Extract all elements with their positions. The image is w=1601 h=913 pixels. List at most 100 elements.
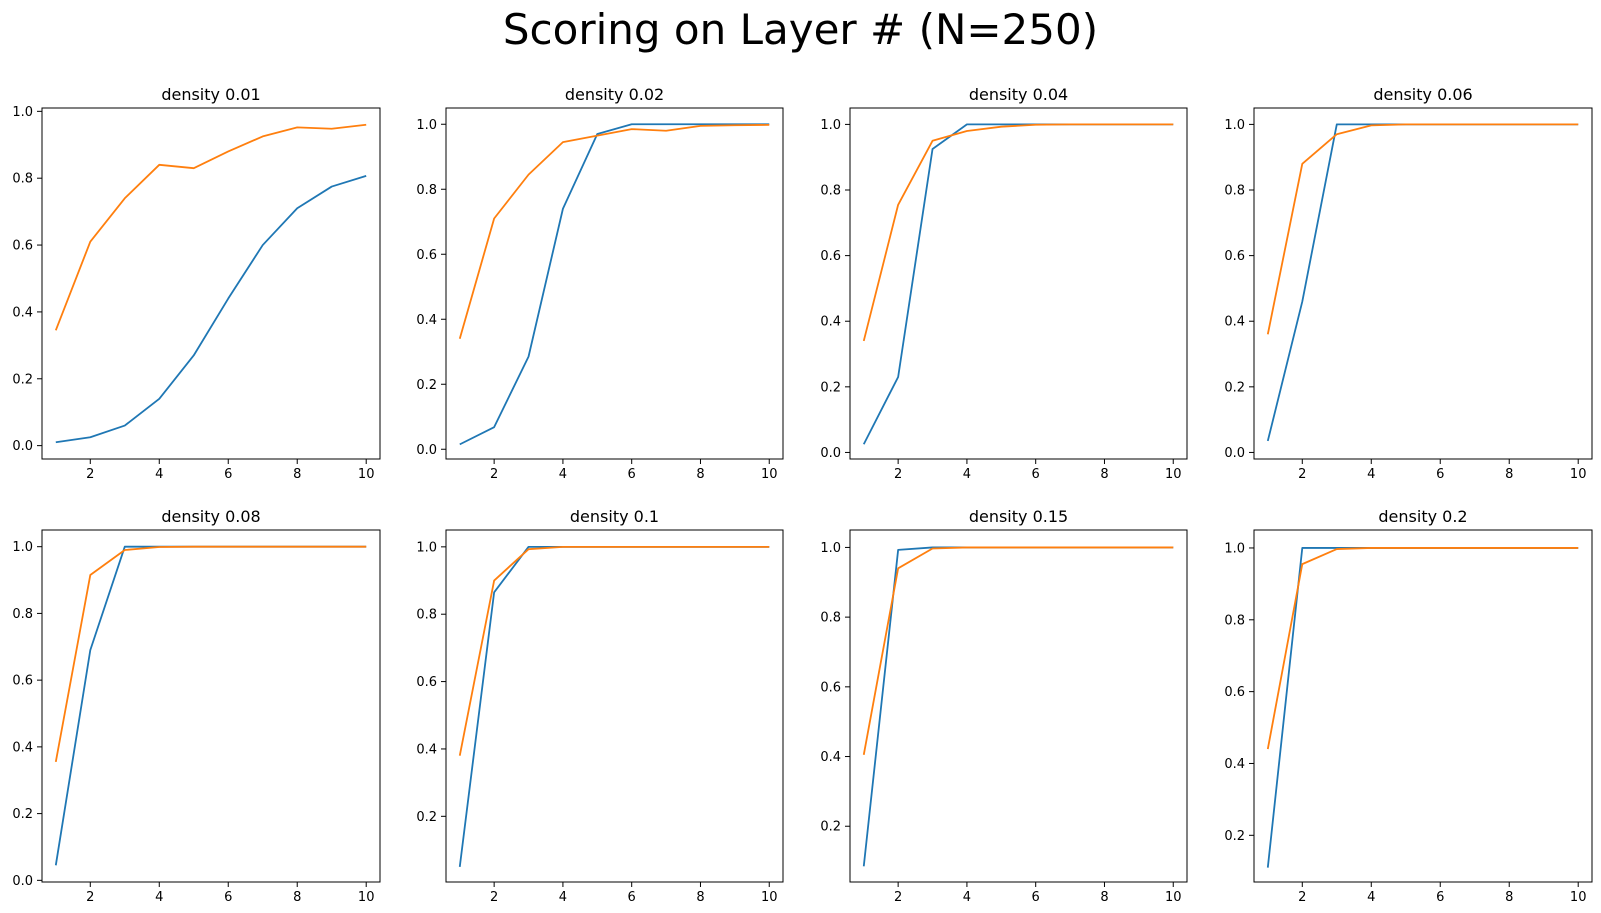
series-line-1 [1266,123,1579,442]
axes-frame [849,107,1188,460]
x-tick-label: 2 [490,890,498,905]
axes-frame [41,529,381,883]
series-line-1 [55,175,367,444]
y-tick-label: 0.0 [820,446,841,461]
series-line-1 [458,545,770,867]
x-tick-label: 4 [1367,467,1375,482]
x-tick-label: 6 [224,467,232,482]
y-tick-label: 1.0 [820,118,841,133]
y-tick-label: 0.2 [12,807,33,822]
x-tick-label: 4 [963,890,971,905]
y-tick-label: 0.8 [1224,613,1245,628]
x-tick-label: 10 [1165,890,1182,905]
y-tick-label: 0.0 [12,439,33,454]
x-tick-label: 6 [628,890,636,905]
subplot-7: density 0.15 2 4 6 8 10 0.2 0.4 0.6 0.8 1.0 [820,507,1188,905]
y-tick-label: 0.4 [416,313,437,328]
x-tick-label: 8 [696,890,704,905]
subplot-4: density 0.06 2 4 6 8 10 0.0 0.2 0.4 0.6 0.8 1.0 [1224,85,1593,482]
axes-frame [41,107,381,460]
y-tick-label: 0.4 [820,750,841,765]
y-tick-label: 0.4 [1224,315,1245,330]
series-line-2 [1266,123,1579,335]
y-tick-label: 0.6 [416,248,437,263]
x-tick-label: 6 [1436,890,1444,905]
y-tick-label: 1.0 [820,541,841,556]
figure-suptitle: Scoring on Layer # (N=250) [502,5,1099,54]
y-tick-label: 0.4 [12,740,33,755]
y-tick-label: 1.0 [416,118,437,133]
y-tick-label: 0.4 [12,305,33,320]
x-tick-label: 10 [358,467,375,482]
x-tick-label: 2 [894,467,902,482]
y-tick-label: 0.8 [416,183,437,198]
x-tick-label: 10 [1570,890,1587,905]
x-tick-label: 6 [224,890,232,905]
x-tick-label: 6 [1436,467,1444,482]
subplot-title: density 0.08 [161,507,260,526]
y-tick-label: 0.6 [416,675,437,690]
subplot-title: density 0.2 [1378,507,1467,526]
series-line-1 [459,123,770,446]
series-line-2 [458,124,770,339]
y-tick-label: 1.0 [1224,541,1245,556]
subplot-2: density 0.02 2 4 6 8 10 0.0 0.2 0.4 0.6 0.8 1.0 [416,85,784,482]
series-line-2 [458,545,770,756]
y-tick-label: 0.0 [12,874,33,889]
series-line-2 [862,123,1174,342]
x-tick-label: 2 [1298,467,1306,482]
x-tick-label: 8 [696,467,704,482]
series-line-2 [54,545,367,763]
y-tick-label: 1.0 [12,540,33,555]
x-tick-label: 10 [761,890,778,905]
subplot-title: density 0.04 [969,85,1068,104]
x-tick-label: 6 [1032,890,1040,905]
axes-frame [849,529,1188,883]
x-tick-label: 2 [894,890,902,905]
axes-frame [445,107,784,460]
x-tick-label: 4 [155,467,163,482]
axes-frame [1253,107,1593,460]
series-line-1 [1266,547,1579,868]
x-tick-label: 8 [1505,467,1513,482]
y-tick-label: 0.6 [12,239,33,254]
x-tick-label: 6 [1032,467,1040,482]
y-tick-label: 0.4 [1224,757,1245,772]
axes-frame [445,529,784,883]
subplot-title: density 0.06 [1373,85,1472,104]
y-tick-label: 0.8 [820,184,841,199]
y-tick-label: 0.6 [12,674,33,689]
x-tick-label: 4 [1367,890,1375,905]
subplot-title: density 0.1 [570,507,659,526]
x-tick-label: 8 [1505,890,1513,905]
y-tick-label: 0.6 [820,680,841,695]
y-tick-label: 0.2 [1224,380,1245,395]
x-tick-label: 4 [963,467,971,482]
series-line-1 [862,546,1174,867]
y-tick-label: 0.8 [820,611,841,626]
x-tick-label: 2 [86,890,94,905]
series-line-2 [54,123,367,331]
y-tick-label: 0.6 [1224,249,1245,264]
subplot-title: density 0.01 [161,85,260,104]
y-tick-label: 0.2 [820,820,841,835]
x-tick-label: 10 [1165,467,1182,482]
y-tick-label: 0.2 [1224,829,1245,844]
x-tick-label: 4 [559,467,567,482]
axes-frame [1253,529,1593,883]
x-tick-label: 8 [293,890,301,905]
series-line-1 [54,545,367,866]
x-tick-label: 6 [628,467,636,482]
y-tick-label: 0.6 [1224,685,1245,700]
y-tick-label: 0.4 [416,742,437,757]
series-line-2 [862,546,1174,755]
x-tick-label: 2 [490,467,498,482]
x-tick-label: 10 [1570,467,1587,482]
y-tick-label: 0.8 [1224,184,1245,199]
y-tick-label: 0.2 [416,810,437,825]
y-tick-label: 0.2 [416,378,437,393]
x-tick-label: 8 [293,467,301,482]
y-tick-label: 0.8 [12,607,33,622]
x-tick-label: 4 [155,890,163,905]
